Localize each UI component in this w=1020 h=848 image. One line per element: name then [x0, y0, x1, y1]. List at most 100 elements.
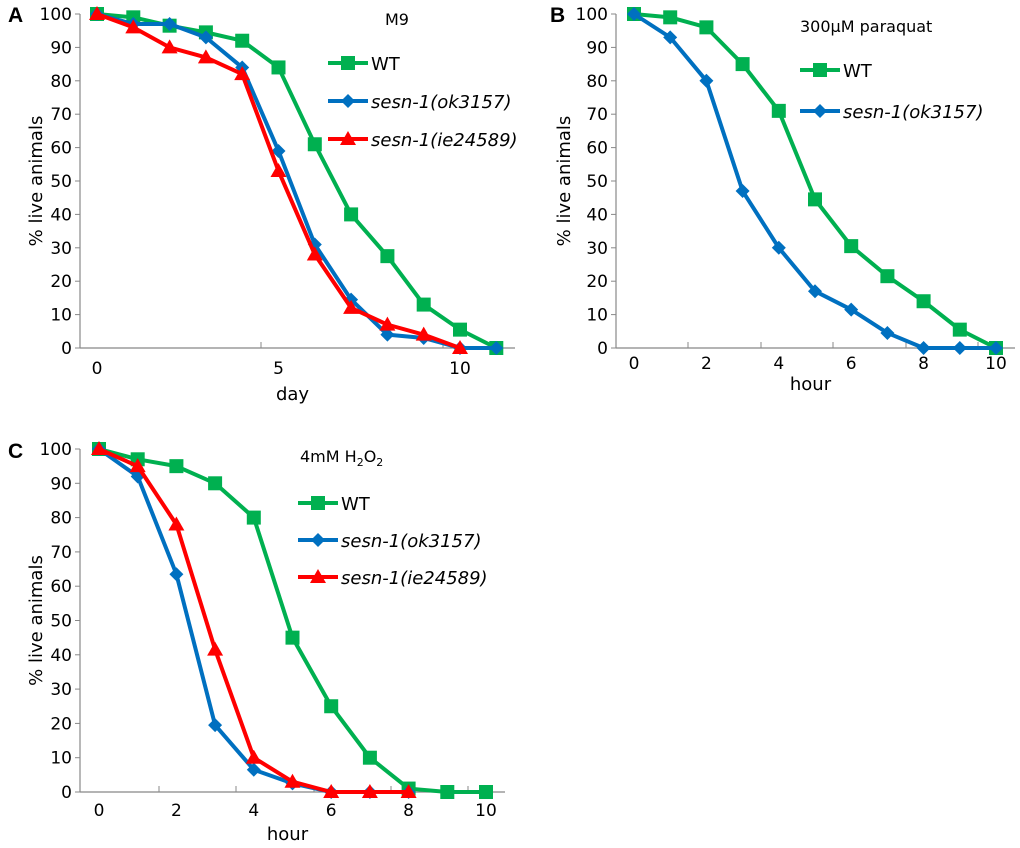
data-point	[208, 476, 223, 491]
data-point	[808, 284, 822, 299]
x-tick-label: 8	[918, 354, 929, 374]
chart-title: M9	[385, 10, 409, 29]
x-axis-label: hour	[790, 374, 832, 395]
panel-label: A	[8, 4, 23, 27]
legend-label: WT	[843, 61, 873, 82]
y-tick-label: 20	[50, 272, 72, 292]
data-point	[284, 773, 301, 788]
series-line	[98, 447, 486, 794]
data-point	[91, 441, 107, 455]
data-point	[380, 327, 395, 342]
series-line	[96, 12, 497, 350]
data-point	[285, 630, 300, 645]
series-ie24589	[89, 6, 468, 354]
y-tick-label: 90	[50, 38, 72, 58]
data-point	[489, 341, 504, 355]
x-tick-label: 6	[326, 801, 337, 821]
data-point	[208, 718, 223, 733]
y-tick-label: 10	[50, 306, 72, 326]
x-tick-label: 2	[701, 354, 712, 374]
legend-entry: sesn-1(ie24589)	[328, 130, 518, 151]
data-point	[989, 341, 1003, 355]
title-subscript: 2	[357, 456, 364, 469]
y-tick-label: 50	[50, 172, 72, 192]
series-WT	[627, 7, 1003, 355]
data-point	[129, 458, 146, 473]
y-tick-label: 30	[50, 680, 72, 700]
y-tick-label: 30	[586, 239, 608, 259]
data-point	[89, 6, 105, 20]
legend-marker	[311, 533, 325, 547]
x-tick-label: 10	[985, 354, 1007, 374]
legend-entry: sesn-1(ok3157)	[298, 531, 481, 552]
y-tick-label: 50	[50, 612, 72, 632]
data-point	[197, 49, 214, 64]
y-axis-label: % live animals	[26, 116, 47, 247]
y-tick-label: 20	[50, 714, 72, 734]
data-point	[844, 239, 859, 254]
y-axis-label: % live animals	[26, 555, 47, 686]
data-point	[161, 39, 178, 54]
data-point	[307, 137, 322, 152]
legend-label: sesn-1(ok3157)	[843, 102, 983, 123]
data-point	[343, 299, 360, 314]
data-point	[627, 7, 641, 21]
x-tick-label: 2	[171, 801, 182, 821]
y-tick-label: 40	[586, 205, 608, 225]
legend-marker	[341, 56, 355, 70]
legend-marker	[340, 131, 356, 145]
x-tick-label: 0	[94, 801, 105, 821]
data-point	[808, 192, 822, 207]
data-point	[916, 341, 931, 355]
y-tick-label: 100	[40, 440, 72, 460]
data-point	[952, 322, 967, 337]
data-point	[416, 297, 431, 312]
data-point	[844, 302, 859, 317]
y-tick-label: 50	[586, 172, 608, 192]
y-axis-label: % live animals	[554, 116, 575, 247]
data-point	[699, 20, 714, 35]
x-tick-label: 8	[403, 801, 414, 821]
panel-c: C 0 10 20 30 40 50 60 70 80 90 100 0 2 4 6 8 10 hour % live…	[8, 440, 505, 845]
legend-entry: sesn-1(ok3157)	[800, 102, 983, 123]
x-tick-label: 0	[629, 354, 640, 374]
data-point	[916, 294, 931, 309]
panel-b: B 0 10 20 30 40 50 60 70 80 90 100 0 2 4 6 8 10 hour % live…	[550, 4, 1015, 395]
y-tick-label: 30	[50, 239, 72, 259]
y-tick-label: 40	[50, 205, 72, 225]
data-point	[344, 207, 359, 222]
y-tick-label: 100	[576, 5, 608, 25]
x-tick-label: 10	[449, 359, 471, 379]
y-tick-label: 70	[50, 543, 72, 563]
data-point	[162, 17, 177, 32]
data-point	[771, 103, 786, 118]
x-tick-label: 5	[273, 359, 284, 379]
x-tick-label: 6	[846, 354, 857, 374]
series-ok3157	[90, 7, 504, 355]
y-tick-label: 100	[40, 5, 72, 25]
data-point	[168, 516, 185, 531]
legend-label: sesn-1(ie24589)	[371, 130, 518, 151]
data-point	[270, 162, 287, 177]
y-tick-label: 80	[50, 72, 72, 92]
data-point	[198, 30, 213, 45]
data-point	[125, 19, 142, 34]
title-part: O	[364, 447, 377, 466]
data-point	[271, 143, 286, 158]
data-point	[771, 240, 786, 255]
legend-label: WT	[341, 494, 371, 515]
data-point	[452, 340, 468, 354]
legend-entry: sesn-1(ie24589)	[298, 568, 488, 589]
series-WT	[92, 442, 493, 799]
y-tick-label: 60	[50, 139, 72, 159]
x-tick-label: 4	[773, 354, 784, 374]
series-WT	[90, 7, 504, 355]
data-point	[880, 325, 895, 340]
panel-label: B	[550, 4, 565, 27]
data-point	[324, 699, 339, 714]
legend-entry: WT	[328, 54, 401, 75]
data-point	[169, 459, 184, 474]
data-point	[271, 60, 286, 75]
legend-entry: sesn-1(ok3157)	[328, 92, 511, 113]
